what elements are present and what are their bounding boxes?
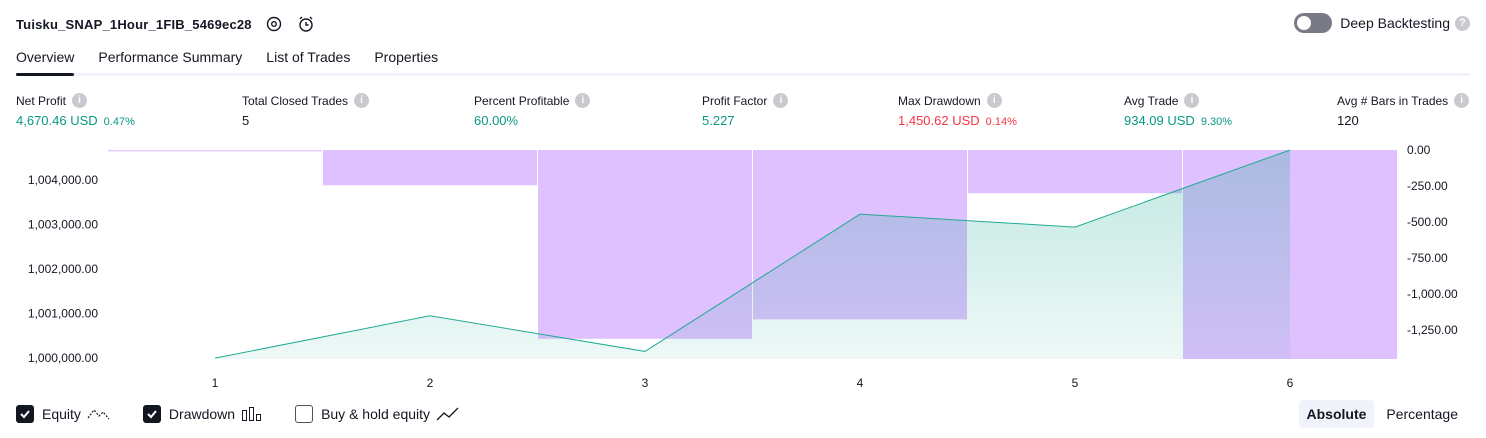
metric-percent: 0.14% bbox=[985, 116, 1017, 128]
info-icon[interactable]: i bbox=[72, 93, 88, 108]
metric-label: Avg # Bars in Trades bbox=[1337, 93, 1449, 108]
legend-label: Buy & hold equity bbox=[321, 406, 431, 422]
percentage-mode-button[interactable]: Percentage bbox=[1386, 406, 1458, 422]
left-axis-tick-label: 1,002,000.00 bbox=[28, 262, 98, 276]
legend-label: Drawdown bbox=[168, 406, 236, 422]
equity-line bbox=[214, 149, 1291, 359]
right-axis-tick-label: -250.00 bbox=[1407, 179, 1448, 193]
x-axis-tick-label: 1 bbox=[212, 376, 219, 390]
buy-hold-checkbox[interactable] bbox=[295, 405, 314, 423]
right-axis-tick-label: -750.00 bbox=[1407, 251, 1448, 265]
drawdown-bars-icon bbox=[241, 406, 263, 422]
x-axis-tick-label: 5 bbox=[1072, 376, 1079, 390]
right-axis-tick-label: -1,250.00 bbox=[1407, 323, 1458, 337]
metric-percent-profitable: Percent Profitable i 60.00% bbox=[474, 93, 591, 128]
metric-value: 120 bbox=[1337, 113, 1359, 128]
info-icon[interactable]: i bbox=[354, 93, 370, 108]
left-axis-tick-label: 1,001,000.00 bbox=[28, 307, 98, 321]
scale-mode-switch: Absolute Percentage bbox=[1295, 400, 1467, 428]
legend-buy-hold[interactable]: Buy & hold equity bbox=[295, 405, 460, 423]
drawdown-bar bbox=[968, 150, 1182, 194]
equity-checkbox[interactable] bbox=[16, 405, 34, 423]
strategy-header: Tuisku_SNAP_1Hour_1FIB_5469ec28 bbox=[16, 12, 316, 36]
left-axis-tick-label: 1,000,000.00 bbox=[28, 351, 98, 365]
info-icon[interactable]: i bbox=[986, 93, 1002, 108]
info-icon[interactable]: i bbox=[773, 93, 789, 108]
info-icon[interactable]: i bbox=[575, 93, 591, 108]
metric-avg-trade: Avg Trade i 934.09 USD 9.30% bbox=[1124, 93, 1232, 128]
equity-drawdown-chart[interactable]: 1,000,000.00 1,001,000.00 1,002,000.00 1,00… bbox=[0, 140, 1486, 398]
report-tabs: Overview Performance Summary List of Tra… bbox=[16, 46, 1470, 76]
tab-performance-summary[interactable]: Performance Summary bbox=[98, 49, 243, 65]
deep-backtesting: Deep Backtesting ? bbox=[1294, 13, 1470, 33]
drawdown-checkbox[interactable] bbox=[142, 405, 161, 423]
metric-value: 1,450.62 USD bbox=[898, 113, 980, 128]
x-axis-tick-label: 3 bbox=[642, 376, 649, 390]
equity-area bbox=[215, 150, 1290, 359]
info-icon[interactable]: i bbox=[1184, 93, 1200, 108]
metric-avg-bars: Avg # Bars in Trades i 120 bbox=[1337, 93, 1470, 128]
metric-total-closed-trades: Total Closed Trades i 5 bbox=[242, 93, 370, 128]
metric-percent: 0.47% bbox=[103, 116, 135, 128]
metric-label: Avg Trade bbox=[1124, 93, 1179, 108]
x-axis-tick-label: 2 bbox=[427, 376, 434, 390]
x-axis-tick-label: 6 bbox=[1287, 376, 1294, 390]
tab-list-of-trades[interactable]: List of Trades bbox=[266, 49, 351, 65]
left-axis-tick-label: 1,004,000.00 bbox=[28, 173, 98, 187]
settings-icon[interactable] bbox=[264, 14, 284, 34]
tab-properties[interactable]: Properties bbox=[374, 49, 439, 65]
metric-label: Total Closed Trades bbox=[242, 93, 349, 108]
drawdown-bar bbox=[323, 150, 537, 186]
metric-value: 934.09 USD bbox=[1124, 113, 1195, 128]
metric-value: 4,670.46 USD bbox=[16, 113, 98, 128]
metric-label: Profit Factor bbox=[702, 93, 768, 108]
metric-label: Percent Profitable bbox=[474, 93, 570, 108]
deep-backtesting-toggle[interactable] bbox=[1294, 13, 1333, 33]
metric-label: Max Drawdown bbox=[898, 93, 981, 108]
metric-value: 5.227 bbox=[702, 113, 735, 128]
strategy-title: Tuisku_SNAP_1Hour_1FIB_5469ec28 bbox=[16, 16, 252, 32]
legend-label: Equity bbox=[42, 406, 81, 422]
metric-net-profit: Net Profit i 4,670.46 USD 0.47% bbox=[16, 93, 135, 128]
right-axis-tick-label: -500.00 bbox=[1407, 215, 1448, 229]
metric-percent: 9.30% bbox=[1200, 116, 1233, 128]
legend-equity[interactable]: Equity bbox=[16, 405, 111, 423]
metric-profit-factor: Profit Factor i 5.227 bbox=[702, 93, 789, 128]
equity-line-icon bbox=[87, 406, 111, 422]
metric-max-drawdown: Max Drawdown i 1,450.62 USD 0.14% bbox=[898, 93, 1017, 128]
buy-hold-line-icon bbox=[436, 406, 460, 422]
alert-clock-icon[interactable] bbox=[296, 14, 316, 34]
metric-value: 60.00% bbox=[474, 113, 519, 128]
right-axis-tick-label: -1,000.00 bbox=[1407, 287, 1458, 301]
left-axis-tick-label: 1,003,000.00 bbox=[28, 217, 98, 231]
tab-overview[interactable]: Overview bbox=[16, 46, 75, 76]
chart-legend: Equity Drawdown Buy & hold equity bbox=[16, 402, 492, 426]
legend-drawdown[interactable]: Drawdown bbox=[142, 405, 263, 423]
x-axis-tick-label: 4 bbox=[857, 376, 864, 390]
info-icon[interactable]: i bbox=[1454, 93, 1470, 108]
deep-backtesting-label: Deep Backtesting bbox=[1340, 15, 1450, 31]
help-icon[interactable]: ? bbox=[1455, 15, 1470, 31]
metric-value: 5 bbox=[242, 113, 250, 128]
absolute-mode-button[interactable]: Absolute bbox=[1298, 400, 1375, 428]
right-axis-tick-label: 0.00 bbox=[1407, 143, 1431, 157]
metric-label: Net Profit bbox=[16, 93, 67, 108]
drawdown-bar bbox=[108, 150, 322, 152]
